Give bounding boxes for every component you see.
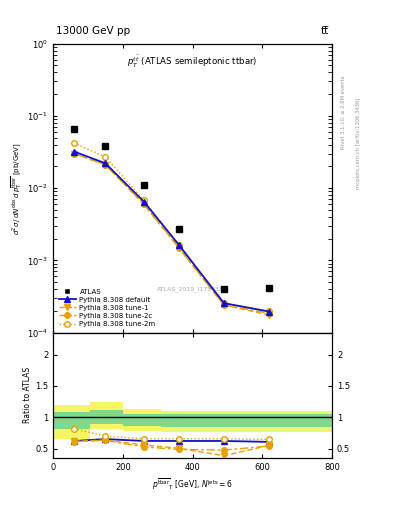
Y-axis label: $d^2\sigma\,/\,dN^{\mathrm{obs}}\,d\,p^{\overline{\mathrm{tbar}}}_{T}$ [pb/GeV]: $d^2\sigma\,/\,dN^{\mathrm{obs}}\,d\,p^{… [11, 142, 24, 234]
Text: 13000 GeV pp: 13000 GeV pp [56, 26, 130, 36]
Legend: ATLAS, Pythia 8.308 default, Pythia 8.308 tune-1, Pythia 8.308 tune-2c, Pythia 8: ATLAS, Pythia 8.308 default, Pythia 8.30… [57, 287, 158, 329]
Y-axis label: Ratio to ATLAS: Ratio to ATLAS [23, 367, 32, 423]
X-axis label: $p^{\overline{\mathrm{tbar}}}{}_{T}$ [GeV], $N^{\mathrm{jets}} = 6$: $p^{\overline{\mathrm{tbar}}}{}_{T}$ [Ge… [152, 476, 233, 492]
Text: Rivet 3.1.10, ≥ 2.8M events: Rivet 3.1.10, ≥ 2.8M events [341, 76, 346, 150]
Text: $p_T^{t\bar{t}}$ (ATLAS semileptonic ttbar): $p_T^{t\bar{t}}$ (ATLAS semileptonic ttb… [127, 54, 258, 70]
Text: ATLAS_2019_I1750330: ATLAS_2019_I1750330 [157, 286, 228, 292]
Text: mcplots.cern.ch [arXiv:1306.3436]: mcplots.cern.ch [arXiv:1306.3436] [356, 98, 361, 189]
Text: tt̅: tt̅ [321, 26, 329, 36]
